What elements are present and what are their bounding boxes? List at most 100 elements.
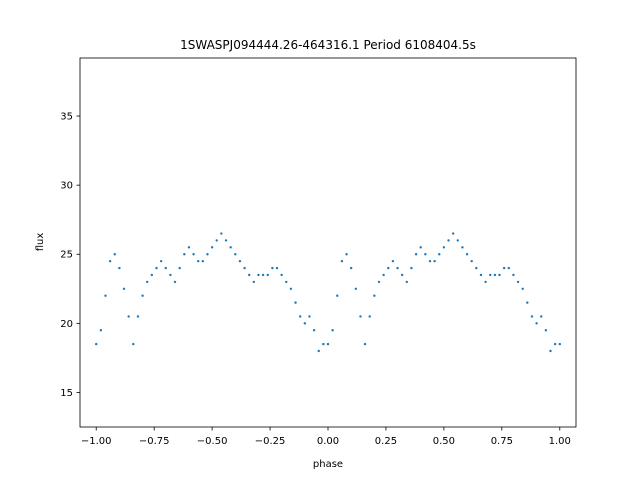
- data-point: [99, 329, 103, 332]
- data-point: [266, 273, 269, 277]
- data-point: [447, 239, 450, 242]
- data-point: [326, 342, 330, 346]
- data-point: [234, 253, 237, 256]
- data-point: [526, 301, 529, 304]
- data-point: [349, 266, 353, 270]
- data-point: [502, 266, 506, 270]
- data-point: [382, 273, 385, 277]
- x-tick-label: 0.25: [375, 436, 397, 447]
- data-point: [127, 315, 130, 318]
- data-point: [285, 280, 288, 284]
- data-point: [465, 253, 469, 256]
- data-point: [470, 259, 473, 263]
- data-point: [540, 315, 543, 318]
- data-point: [261, 273, 265, 277]
- data-point: [373, 294, 376, 297]
- data-point: [312, 329, 316, 332]
- data-point: [331, 329, 334, 332]
- data-point: [479, 273, 483, 277]
- data-point: [220, 232, 223, 235]
- data-point: [229, 246, 232, 249]
- data-point: [141, 294, 144, 297]
- data-point: [391, 259, 395, 263]
- data-point: [108, 259, 112, 263]
- chart-title: 1SWASPJ094444.26-464316.1 Period 6108404…: [180, 38, 476, 52]
- data-point: [521, 287, 524, 290]
- data-point: [442, 246, 446, 249]
- data-point: [95, 342, 98, 346]
- data-point: [132, 342, 135, 346]
- data-point: [507, 266, 510, 270]
- data-point: [451, 232, 455, 235]
- data-point: [424, 253, 427, 256]
- data-point: [104, 294, 107, 297]
- data-point: [252, 280, 256, 284]
- data-point: [493, 273, 497, 277]
- data-point: [340, 259, 344, 263]
- data-point: [498, 273, 501, 277]
- data-point: [238, 259, 242, 263]
- data-point: [164, 266, 167, 270]
- data-point: [118, 266, 121, 270]
- data-point: [387, 266, 390, 270]
- data-point: [363, 342, 367, 346]
- data-point: [405, 280, 408, 284]
- data-point: [197, 259, 200, 263]
- data-point: [155, 266, 158, 270]
- data-point: [271, 266, 274, 270]
- data-point: [377, 280, 381, 284]
- data-point: [345, 253, 348, 256]
- data-point: [257, 273, 260, 277]
- plot-area: [80, 58, 576, 427]
- x-tick-label: −0.75: [139, 436, 170, 447]
- data-point: [400, 273, 404, 277]
- data-point: [192, 253, 195, 256]
- x-tick-label: 0.50: [433, 436, 455, 447]
- data-point: [173, 280, 177, 284]
- data-point: [461, 246, 464, 249]
- x-tick-label: 1.00: [549, 436, 571, 447]
- data-point: [294, 301, 297, 304]
- data-point: [558, 342, 561, 346]
- data-point: [298, 315, 302, 318]
- x-tick-label: −1.00: [81, 436, 112, 447]
- data-point: [289, 287, 293, 290]
- data-point: [206, 253, 209, 256]
- y-axis-label: flux: [35, 233, 46, 252]
- x-axis-label: phase: [313, 459, 343, 470]
- data-point: [428, 259, 432, 263]
- data-point: [122, 287, 126, 290]
- data-point: [410, 266, 413, 270]
- data-point: [280, 273, 283, 277]
- data-point: [396, 266, 399, 270]
- data-point: [183, 253, 186, 256]
- data-point: [113, 253, 116, 256]
- data-point: [150, 273, 154, 277]
- data-point: [535, 322, 538, 325]
- data-point: [484, 280, 487, 284]
- data-point: [438, 253, 441, 256]
- data-point: [243, 266, 246, 270]
- data-point: [553, 342, 557, 346]
- data-point: [187, 246, 191, 249]
- data-point: [248, 273, 251, 277]
- data-point: [512, 273, 515, 277]
- data-point: [322, 342, 325, 346]
- data-point: [475, 266, 478, 270]
- x-tick-label: 0.75: [491, 436, 513, 447]
- y-tick-label: 35: [60, 112, 73, 123]
- data-point: [317, 349, 320, 353]
- data-point: [275, 266, 279, 270]
- data-point: [549, 349, 552, 353]
- x-tick-label: −0.50: [197, 436, 228, 447]
- data-point: [489, 273, 492, 277]
- x-tick-label: 0.00: [317, 436, 339, 447]
- data-point: [201, 259, 205, 263]
- data-point: [308, 315, 311, 318]
- data-point: [414, 253, 418, 256]
- data-point: [210, 246, 214, 249]
- data-point: [516, 280, 520, 284]
- data-point: [530, 315, 534, 318]
- data-point: [368, 315, 371, 318]
